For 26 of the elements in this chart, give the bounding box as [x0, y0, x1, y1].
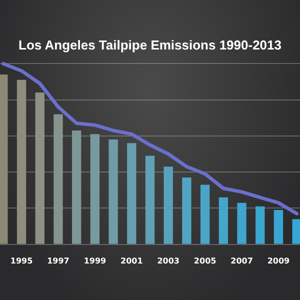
- bar: [108, 140, 118, 244]
- bar: [164, 166, 173, 244]
- chart-title: Los Angeles Tailpipe Emissions 1990-2013: [18, 37, 282, 52]
- x-tick-label: 2005: [194, 256, 217, 266]
- bar: [90, 134, 100, 244]
- bar: [218, 197, 228, 244]
- bar: [145, 156, 155, 244]
- x-tick-label: 2009: [267, 256, 290, 266]
- bar: [256, 206, 265, 244]
- bar: [16, 80, 26, 244]
- x-tick-label: 1995: [10, 256, 34, 266]
- bar: [237, 202, 246, 244]
- x-tick-label: 2003: [157, 256, 180, 266]
- bar: [274, 210, 284, 244]
- bar: [72, 130, 82, 244]
- bar: [0, 74, 8, 244]
- x-tick-label: 1997: [47, 256, 70, 266]
- bar: [292, 219, 300, 244]
- bar: [200, 184, 210, 244]
- bar: [54, 114, 63, 244]
- x-tick-label: 2007: [230, 256, 253, 266]
- bar: [182, 178, 192, 244]
- bar: [127, 143, 136, 244]
- bar: [35, 92, 44, 244]
- x-tick-label: 2001: [120, 256, 144, 266]
- x-tick-label: 1999: [84, 256, 107, 266]
